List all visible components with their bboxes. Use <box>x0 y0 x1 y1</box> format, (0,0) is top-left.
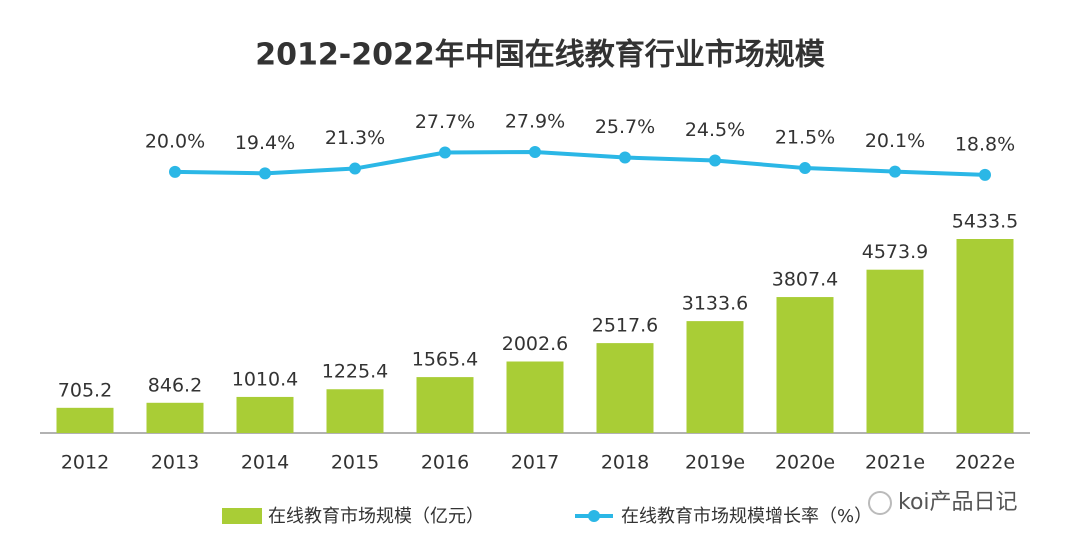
bar <box>326 389 384 433</box>
bar <box>506 361 564 433</box>
x-tick-label: 2022e <box>955 452 1015 474</box>
x-tick-label: 2012 <box>61 452 109 474</box>
bar-value-label: 3133.6 <box>682 293 748 315</box>
x-tick-label: 2017 <box>511 452 559 474</box>
legend-label: 在线教育市场规模（亿元） <box>268 506 484 527</box>
line-value-label: 20.1% <box>865 130 925 152</box>
line-point <box>799 162 811 175</box>
bar <box>686 321 744 433</box>
bar-value-label: 1225.4 <box>322 361 388 383</box>
legend-label: 在线教育市场规模增长率（%） <box>621 506 872 527</box>
line-value-label: 24.5% <box>685 119 745 141</box>
bar <box>866 269 924 433</box>
line-value-label: 25.7% <box>595 116 655 138</box>
line-value-label: 21.5% <box>775 127 835 149</box>
legend-swatch-dot <box>588 510 600 522</box>
line-value-label: 19.4% <box>235 132 295 154</box>
x-tick-label: 2020e <box>775 452 835 474</box>
line-point <box>439 146 451 159</box>
bar <box>776 297 834 433</box>
line <box>174 149 986 177</box>
bar-value-label: 1010.4 <box>232 368 298 390</box>
bar <box>596 343 654 433</box>
line-value-label: 21.3% <box>325 127 385 149</box>
x-tick-label: 2019e <box>685 452 745 474</box>
line-point <box>979 168 991 181</box>
bar-value-label: 3807.4 <box>772 269 838 291</box>
bar <box>56 407 114 433</box>
bar <box>146 402 204 433</box>
watermark: koi产品日记 <box>868 490 1018 515</box>
bar-value-label: 5433.5 <box>952 211 1018 233</box>
line-point <box>349 162 361 175</box>
bar-value-label: 2517.6 <box>592 315 658 337</box>
bar <box>236 396 294 433</box>
x-tick-label: 2013 <box>151 452 199 474</box>
bar-value-label: 2002.6 <box>502 333 568 355</box>
bar-value-label: 846.2 <box>148 374 202 396</box>
x-tick-label: 2016 <box>421 452 469 474</box>
line-point <box>259 167 271 180</box>
x-tick-label: 2014 <box>241 452 289 474</box>
x-tick-label: 2018 <box>601 452 649 474</box>
watermark-icon <box>868 491 892 515</box>
line-point <box>529 146 541 158</box>
bar-value-label: 4573.9 <box>862 241 928 263</box>
line-point <box>709 154 721 167</box>
x-tick-label: 2015 <box>331 452 379 474</box>
line-value-label: 18.8% <box>955 133 1015 155</box>
x-tick-label: 2021e <box>865 452 925 474</box>
line-value-label: 27.9% <box>505 111 565 133</box>
line-value-label: 20.0% <box>145 130 205 152</box>
bar-value-label: 1565.4 <box>412 349 478 371</box>
bar <box>956 239 1014 433</box>
line-point <box>619 151 631 164</box>
line-value-label: 27.7% <box>415 111 475 133</box>
line-point <box>889 165 901 178</box>
line-point <box>169 165 181 178</box>
bar <box>416 377 474 433</box>
watermark-text: koi产品日记 <box>898 490 1018 515</box>
chart-title: 2012-2022年中国在线教育行业市场规模 <box>255 38 824 73</box>
bar-value-label: 705.2 <box>58 379 112 401</box>
legend-swatch <box>222 508 262 524</box>
